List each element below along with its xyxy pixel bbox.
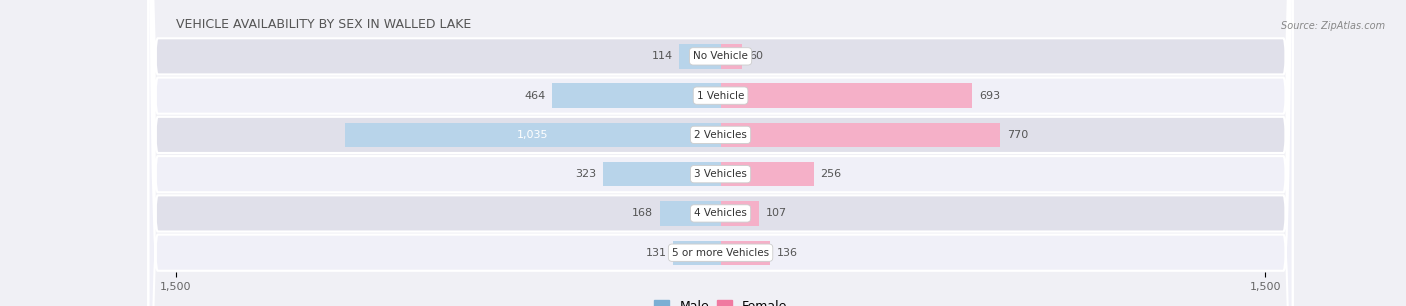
Text: 5 or more Vehicles: 5 or more Vehicles [672, 248, 769, 258]
Text: 464: 464 [524, 91, 546, 101]
Text: 256: 256 [820, 169, 841, 179]
Bar [721, 201, 759, 226]
Bar [603, 162, 721, 186]
Text: 693: 693 [979, 91, 1000, 101]
Bar [721, 44, 742, 69]
Text: 1 Vehicle: 1 Vehicle [697, 91, 744, 101]
FancyBboxPatch shape [149, 0, 1292, 306]
Text: 3 Vehicles: 3 Vehicles [695, 169, 747, 179]
Bar [659, 201, 721, 226]
Bar [721, 241, 770, 265]
Text: 114: 114 [651, 51, 672, 62]
Bar [679, 44, 721, 69]
FancyBboxPatch shape [149, 0, 1292, 306]
Text: 107: 107 [766, 208, 787, 218]
Text: Source: ZipAtlas.com: Source: ZipAtlas.com [1281, 21, 1385, 32]
Text: No Vehicle: No Vehicle [693, 51, 748, 62]
Bar [721, 162, 814, 186]
Bar [721, 84, 973, 108]
Legend: Male, Female: Male, Female [650, 295, 792, 306]
Text: 770: 770 [1007, 130, 1028, 140]
Bar [344, 123, 721, 147]
Text: 1,035: 1,035 [517, 130, 548, 140]
FancyBboxPatch shape [149, 0, 1292, 306]
Text: 4 Vehicles: 4 Vehicles [695, 208, 747, 218]
Bar [673, 241, 721, 265]
FancyBboxPatch shape [149, 0, 1292, 306]
Text: 2 Vehicles: 2 Vehicles [695, 130, 747, 140]
Text: 323: 323 [575, 169, 596, 179]
Text: VEHICLE AVAILABILITY BY SEX IN WALLED LAKE: VEHICLE AVAILABILITY BY SEX IN WALLED LA… [176, 18, 471, 32]
Bar [553, 84, 721, 108]
FancyBboxPatch shape [149, 0, 1292, 306]
Text: 168: 168 [631, 208, 652, 218]
Text: 136: 136 [776, 248, 797, 258]
FancyBboxPatch shape [149, 0, 1292, 306]
Bar [721, 123, 1000, 147]
Text: 131: 131 [645, 248, 666, 258]
Text: 60: 60 [749, 51, 763, 62]
